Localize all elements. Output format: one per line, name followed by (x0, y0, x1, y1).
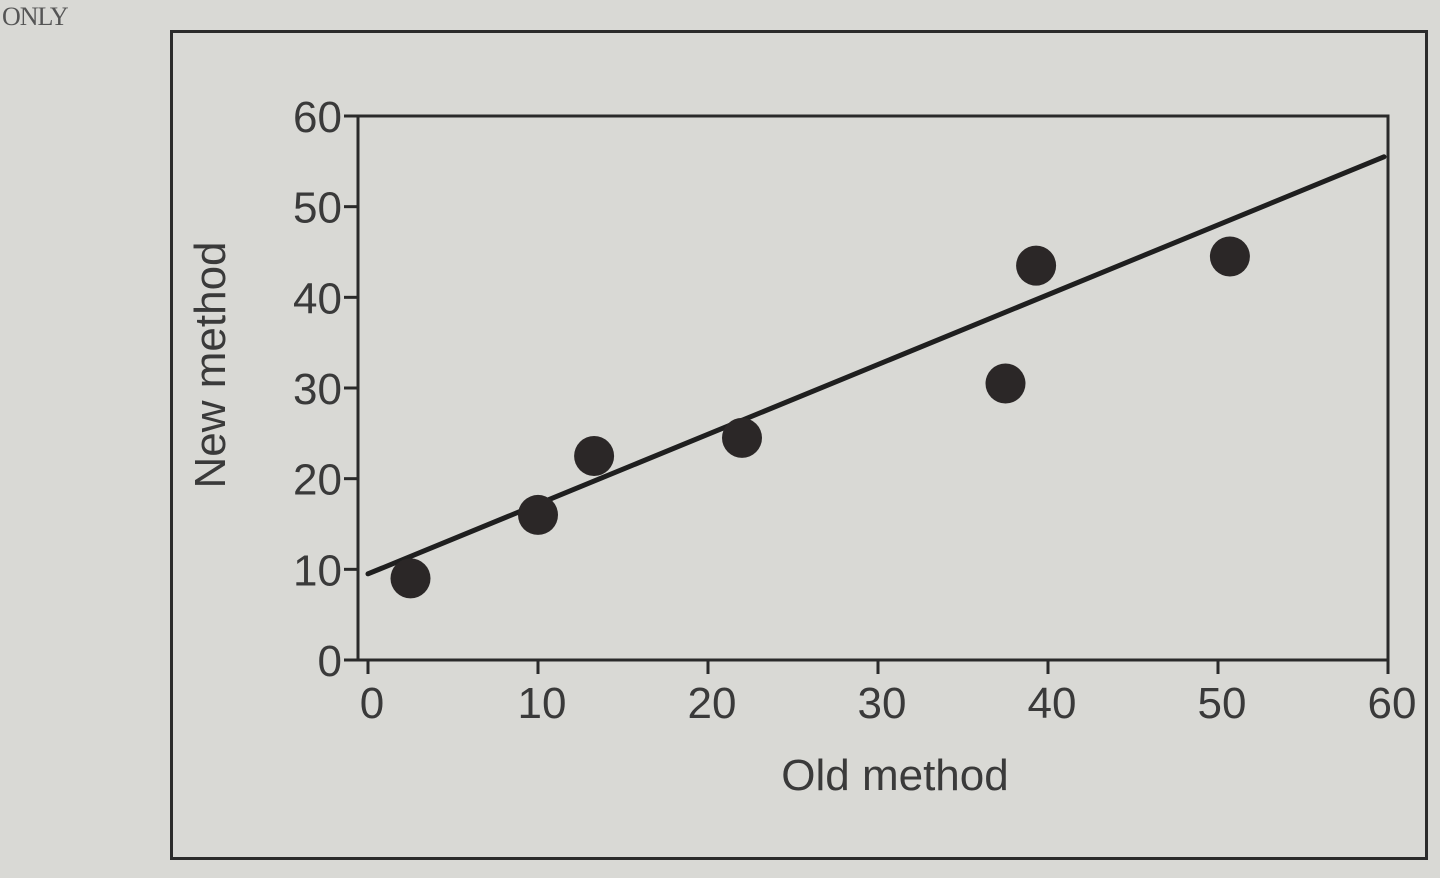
data-point (1016, 245, 1057, 286)
plot-area (356, 114, 1390, 662)
x-tick-label: 10 (518, 679, 567, 728)
x-axis-title: Old method (781, 751, 1008, 800)
y-axis-title: New method (186, 241, 235, 488)
figure-frame (170, 30, 1428, 860)
data-point (574, 436, 615, 476)
x-tick-label: 20 (688, 679, 737, 728)
y-tick-label: 40 (293, 274, 342, 323)
x-tick-label: 40 (1028, 679, 1077, 728)
data-point (1209, 236, 1250, 277)
data-point (390, 558, 431, 599)
y-tick-label: 20 (293, 456, 342, 505)
data-point (985, 363, 1026, 404)
x-tick-label: 50 (1198, 679, 1247, 728)
x-tick-label: 0 (360, 679, 384, 728)
data-points (390, 236, 1250, 599)
x-tick-label: 30 (858, 679, 907, 728)
corner-text: ONLY (2, 2, 69, 31)
y-tick-label: 60 (293, 93, 342, 142)
data-point (518, 494, 558, 535)
y-axis: 0 10 20 30 40 50 60 (293, 93, 358, 686)
data-point (722, 417, 762, 458)
y-tick-label: 10 (293, 546, 342, 595)
x-axis: 0 10 20 30 40 50 60 (360, 660, 1417, 728)
x-tick-label: 60 (1368, 679, 1417, 728)
y-tick-label: 50 (293, 184, 342, 233)
y-tick-label: 30 (293, 365, 342, 414)
y-tick-label: 0 (318, 637, 342, 686)
